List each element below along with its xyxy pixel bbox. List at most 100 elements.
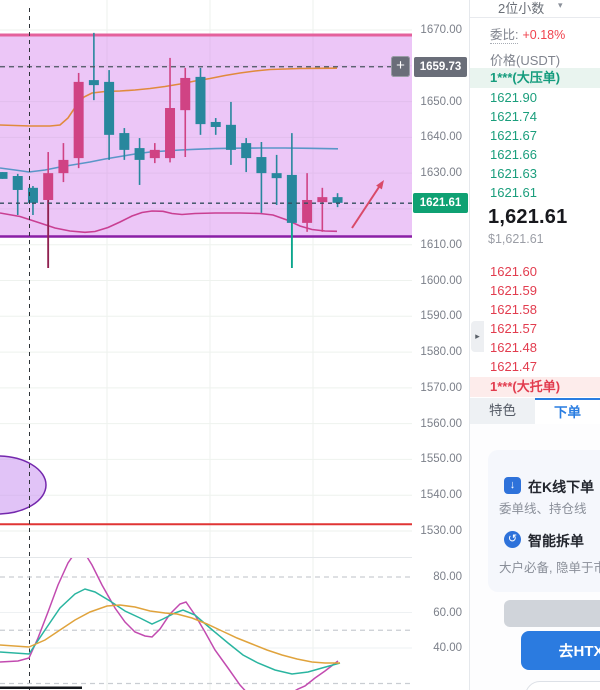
axis-tick-label: 1640.00: [420, 131, 462, 144]
panel-tabs: 特色 下单: [470, 398, 600, 424]
rectangle-drawing[interactable]: [0, 35, 412, 237]
candle: [27, 187, 38, 203]
bid-row[interactable]: 1621.58: [490, 302, 537, 317]
large-sell-wall-row[interactable]: 1***(大压单): [470, 68, 600, 88]
ask-row[interactable]: 1621.63: [490, 166, 537, 181]
last-price-usd: $1,621.61: [488, 232, 544, 246]
trend-arrow-drawing[interactable]: [351, 183, 382, 229]
candle: [134, 148, 145, 160]
sell-wall-label: 1***(大压单): [490, 70, 561, 85]
candle: [256, 157, 267, 174]
candle: [241, 143, 252, 159]
bid-row[interactable]: 1621.57: [490, 321, 537, 336]
candle: [225, 124, 236, 150]
kdj-d-line: [0, 604, 340, 664]
ratio-value: +0.18%: [522, 28, 566, 42]
candle: [104, 81, 115, 135]
axis-tick-label: 1650.00: [420, 95, 462, 108]
candle: [149, 149, 160, 159]
crosshair-price-badge: 1659.73: [414, 57, 467, 77]
axis-tick-label: 1670.00: [420, 24, 462, 36]
axis-tick-label: 40.00: [433, 642, 462, 654]
ask-row[interactable]: 1621.61: [490, 185, 537, 200]
candle: [119, 133, 130, 150]
candle: [210, 121, 221, 127]
feature-card: ↓ 在K线下单 委单线、持仓线 ↺ 智能拆单 大户必备, 隐单于市: [488, 450, 600, 592]
axis-tick-label: 1610.00: [420, 238, 462, 251]
axis-tick-label: 1600.00: [420, 274, 462, 287]
axis-tick-label: 1560.00: [420, 417, 462, 430]
candle: [332, 197, 343, 203]
bid-row[interactable]: 1621.48: [490, 340, 537, 355]
candle: [271, 173, 282, 179]
bid-row[interactable]: 1621.59: [490, 283, 537, 298]
axis-tick-label: 1580.00: [420, 346, 462, 359]
divider: [470, 17, 600, 18]
go-htx-button[interactable]: 去HTX: [521, 631, 600, 670]
price-axis[interactable]: 40.00 60.00 80.00 1530.00 1540.00 1550.00 1560…: [412, 0, 469, 690]
feature-desc: 大户必备, 隐单于市: [499, 561, 600, 575]
ratio-label: 委比:: [490, 28, 519, 44]
order-book-panel: 2位小数 ▾ 委比: +0.18% 价格(USDT) 1***(大压单) 1621…: [469, 0, 600, 690]
last-price-block: 1,621.61 $1,621.61: [488, 206, 567, 246]
smart-split-icon: ↺: [504, 531, 521, 548]
kdj-k-line: [0, 588, 341, 675]
ma-line-upper: [0, 67, 338, 127]
ask-row[interactable]: 1621.90: [490, 90, 537, 105]
ask-row[interactable]: 1621.66: [490, 147, 537, 162]
candle: [317, 197, 328, 203]
ask-row[interactable]: 1621.67: [490, 128, 537, 143]
kline-order-icon: ↓: [504, 477, 521, 494]
candle: [58, 159, 69, 174]
axis-tick-label: 1590.00: [420, 310, 462, 323]
kdj-pane: [0, 558, 412, 690]
axis-tick-label: 60.00: [433, 606, 462, 619]
kdj-j-line: [0, 558, 339, 690]
commission-ratio-row: 委比: +0.18%: [490, 24, 566, 44]
pane-divider[interactable]: [0, 557, 469, 558]
axis-tick-label: 1540.00: [420, 489, 462, 502]
candle: [88, 80, 99, 86]
feature-title: 智能拆单: [528, 533, 584, 549]
tab-features[interactable]: 特色: [470, 398, 535, 424]
bid-list: 1621.60 1621.59 1621.58 1621.57 1621.48 1621.…: [490, 262, 590, 376]
secondary-button[interactable]: [525, 681, 600, 690]
decimal-precision-select[interactable]: 2位小数: [498, 1, 545, 16]
candle: [286, 174, 297, 223]
panel-collapse-handle[interactable]: ▸: [471, 321, 484, 352]
tab-order[interactable]: 下单: [535, 398, 600, 424]
buy-wall-label: 1***(大托单): [490, 379, 561, 394]
candle: [12, 176, 23, 190]
price-column-header: 价格(USDT): [490, 53, 561, 68]
ask-list: 1621.90 1621.74 1621.67 1621.66 1621.63 1621.…: [490, 88, 590, 202]
trend-arrow-head: [376, 180, 384, 190]
price-chart[interactable]: [0, 0, 412, 690]
bid-row[interactable]: 1621.47: [490, 359, 537, 374]
chevron-down-icon: ▾: [558, 0, 563, 10]
candle: [43, 173, 54, 200]
large-buy-wall-row[interactable]: 1***(大托单): [470, 377, 600, 397]
axis-tick-label: 1570.00: [420, 381, 462, 394]
axis-tick-label: 1550.00: [420, 453, 462, 466]
add-alert-plus-button[interactable]: +: [391, 56, 410, 77]
last-price: 1,621.61: [488, 206, 568, 228]
last-price-badge: 1621.61: [413, 193, 468, 213]
candle: [165, 108, 176, 159]
gray-placeholder-box: [504, 600, 600, 627]
candle: [0, 172, 8, 179]
axis-tick-label: 1530.00: [420, 525, 462, 537]
candle: [73, 81, 84, 159]
candle: [180, 77, 191, 111]
ask-row[interactable]: 1621.74: [490, 109, 537, 124]
feature-desc: 委单线、持仓线: [499, 502, 587, 516]
candle: [302, 199, 313, 223]
chart-area[interactable]: +: [0, 0, 412, 690]
axis-tick-label: 80.00: [433, 571, 462, 583]
bid-row[interactable]: 1621.60: [490, 264, 537, 279]
time-scrollbar[interactable]: [0, 686, 82, 690]
feature-title: 在K线下单: [528, 479, 595, 495]
order-tab-content: ↓ 在K线下单 委单线、持仓线 ↺ 智能拆单 大户必备, 隐单于市 去HTX: [470, 424, 600, 690]
ellipse-drawing[interactable]: [0, 455, 47, 515]
axis-tick-label: 1630.00: [420, 167, 462, 180]
